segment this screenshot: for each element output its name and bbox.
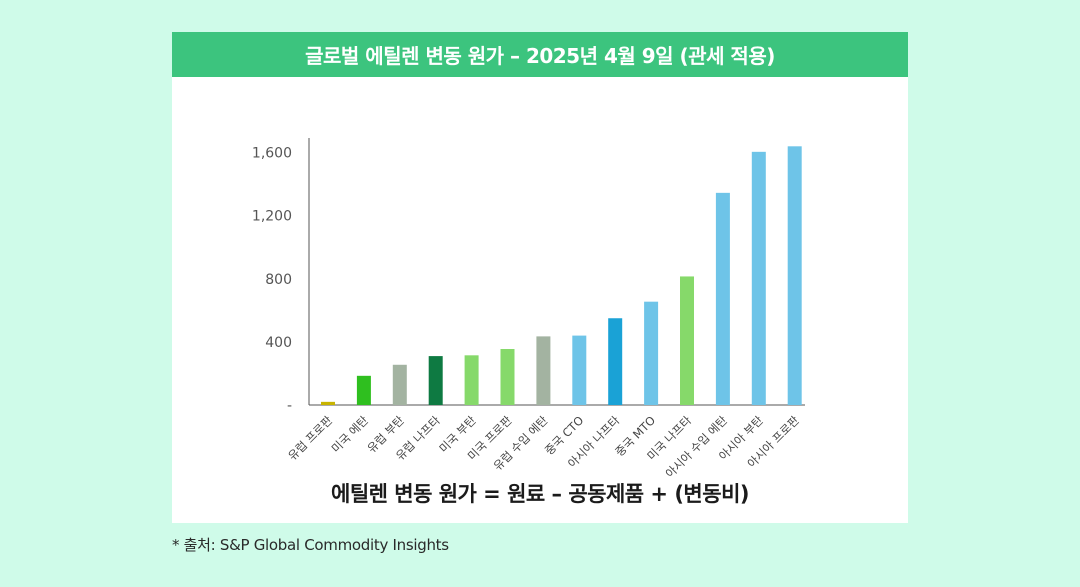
y-tick-label: 1,200 — [252, 209, 292, 225]
chart-title: 글로벌 에틸렌 변동 원가 – 2025년 4월 9일 (관세 적용) — [305, 44, 775, 68]
bar — [321, 401, 335, 405]
bar — [536, 336, 551, 405]
x-category-label: 아시아 수입 에탄 — [663, 413, 731, 477]
x-category-label: 미국 에탄 — [329, 413, 372, 456]
bar — [464, 355, 479, 405]
bar — [428, 356, 443, 405]
y-tick-label: 800 — [265, 272, 292, 288]
source-note: * 출처: S&P Global Commodity Insights — [172, 536, 449, 554]
x-category-label: 유럽 프로판 — [285, 413, 335, 463]
bar — [356, 375, 371, 405]
chart-card: 글로벌 에틸렌 변동 원가 – 2025년 4월 9일 (관세 적용) - 400… — [172, 32, 908, 523]
bar — [572, 335, 587, 405]
bar — [751, 151, 766, 405]
formula-caption: 에틸렌 변동 원가 = 원료 – 공동제품 + (변동비) — [331, 482, 750, 506]
chart-title-bar: 글로벌 에틸렌 변동 원가 – 2025년 4월 9일 (관세 적용) — [172, 32, 908, 77]
y-tick-label: 1,600 — [252, 146, 292, 162]
y-tick-label: 400 — [265, 335, 292, 351]
bar — [644, 301, 659, 405]
bar — [500, 349, 515, 405]
bar — [680, 276, 694, 405]
bar — [392, 364, 407, 405]
bar — [608, 318, 623, 405]
y-tick-label: - — [287, 398, 292, 414]
bar — [787, 146, 802, 406]
bar — [715, 192, 730, 405]
